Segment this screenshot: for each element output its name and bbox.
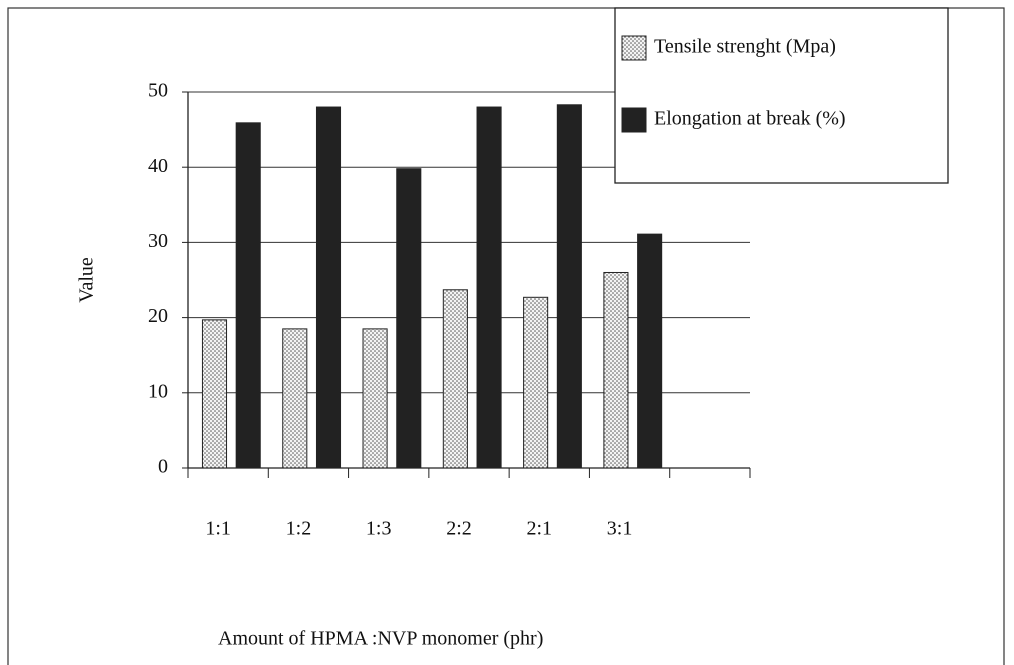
x-tick-label: 2:1 <box>527 518 553 540</box>
x-tick-label: 1:2 <box>286 518 312 540</box>
x-axis-title: Amount of HPMA :NVP monomer (phr) <box>218 628 543 650</box>
legend-swatch <box>621 35 647 61</box>
bar <box>396 168 422 469</box>
x-tick-label: 1:3 <box>366 518 392 540</box>
bar <box>362 328 388 469</box>
x-tick-label: 3:1 <box>607 518 633 540</box>
legend-swatch <box>621 107 647 133</box>
y-tick-label: 0 <box>158 456 168 478</box>
bar <box>315 106 342 469</box>
y-axis-title: Value <box>76 257 98 303</box>
bar <box>556 104 582 469</box>
bar <box>476 106 502 469</box>
y-tick-label: 40 <box>148 155 168 177</box>
legend-label: Tensile strenght (Mpa) <box>654 36 836 58</box>
legend-box <box>614 7 949 184</box>
y-tick-label: 20 <box>148 305 168 327</box>
frame <box>7 7 1005 665</box>
x-tick-label: 2:2 <box>446 518 472 540</box>
y-tick-label: 10 <box>148 380 168 402</box>
bar <box>201 319 228 469</box>
bar <box>442 289 468 469</box>
bar <box>282 328 308 469</box>
x-tick-label: 1:1 <box>205 518 231 540</box>
y-tick-label: 30 <box>148 230 168 252</box>
bar <box>603 271 629 469</box>
bar <box>523 296 549 469</box>
bar <box>637 233 663 469</box>
legend-label: Elongation at break (%) <box>654 108 846 130</box>
bar <box>235 122 261 469</box>
y-tick-label: 50 <box>148 80 168 102</box>
